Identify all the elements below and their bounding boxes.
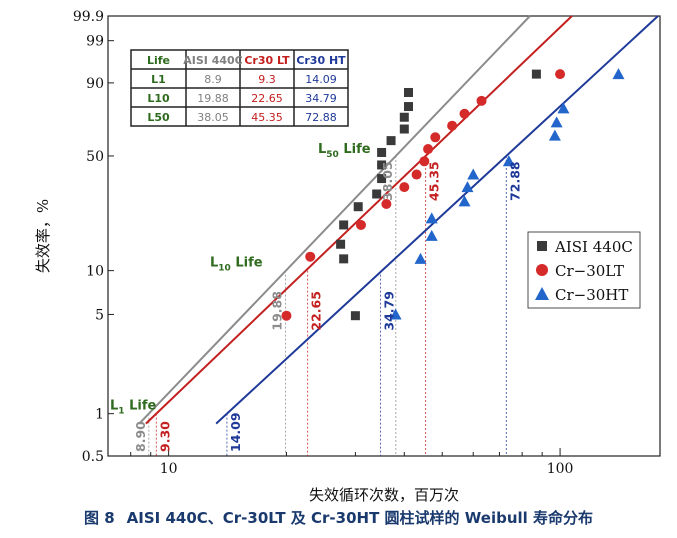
life-label-1: L1 Life xyxy=(110,399,156,417)
data-point-aisi440c xyxy=(399,124,409,134)
data-point-cr30ht xyxy=(389,308,402,320)
data-point-cr30lt xyxy=(555,69,566,80)
life-value-label: 38.05 xyxy=(380,161,395,201)
y-tick-label: 90 xyxy=(86,76,104,92)
data-point-aisi440c xyxy=(377,147,387,157)
y-tick-label: 99.9 xyxy=(73,9,104,25)
legend-label: AISI 440C xyxy=(554,238,633,256)
life-table-cell: 72.88 xyxy=(305,111,337,124)
legend-marker-square xyxy=(537,241,547,251)
life-table-header: AISI 440C xyxy=(183,54,243,67)
data-point-cr30lt xyxy=(399,182,410,193)
life-value-label: 45.35 xyxy=(427,161,442,201)
life-table-cell: 19.88 xyxy=(197,92,229,105)
data-point-aisi440c xyxy=(404,87,414,97)
data-point-cr30lt xyxy=(411,169,422,180)
data-point-aisi440c xyxy=(350,311,360,321)
life-value-label: 19.88 xyxy=(269,291,284,331)
fit-line-0 xyxy=(138,15,531,425)
life-table-header: Life xyxy=(147,54,170,67)
life-table-cell: 14.09 xyxy=(305,73,337,86)
life-table-cell: 45.35 xyxy=(251,111,283,124)
life-table-header: Cr30 LT xyxy=(244,54,290,67)
life-value-label: 9.30 xyxy=(157,421,172,452)
y-tick-label: 5 xyxy=(95,307,104,323)
data-point-aisi440c xyxy=(336,239,346,249)
data-point-cr30ht xyxy=(502,155,515,167)
data-point-aisi440c xyxy=(377,174,387,184)
data-point-cr30ht xyxy=(458,195,471,207)
caption-figure-number: 图 8 xyxy=(83,509,115,527)
data-point-aisi440c xyxy=(372,189,382,199)
legend-marker-triangle xyxy=(535,287,549,300)
life-value-label: 72.88 xyxy=(507,161,522,201)
data-point-aisi440c xyxy=(353,202,363,212)
data-point-cr30lt xyxy=(423,144,434,155)
life-table-row-label: L10 xyxy=(147,92,170,105)
y-tick-label: 50 xyxy=(86,149,104,165)
life-value-label: 34.79 xyxy=(382,291,397,331)
life-value-label: 8.90 xyxy=(133,421,148,452)
x-tick-label: 100 xyxy=(547,461,574,477)
fit-line-2 xyxy=(215,15,659,425)
legend-marker-circle xyxy=(536,264,548,276)
life-value-label: 14.09 xyxy=(228,412,243,452)
data-point-cr30lt xyxy=(459,108,470,119)
life-table-cell: 8.9 xyxy=(204,73,222,86)
life-table-row-label: L1 xyxy=(151,73,166,86)
life-label-10: L10 Life xyxy=(210,256,263,274)
data-point-cr30ht xyxy=(557,102,570,114)
caption-text: AISI 440C、Cr-30LT 及 Cr-30HT 圆柱试样的 Weibul… xyxy=(126,509,594,527)
x-tick-label: 10 xyxy=(160,461,178,477)
data-point-aisi440c xyxy=(399,112,409,122)
y-tick-label: 1 xyxy=(95,407,104,423)
plot-frame xyxy=(107,15,661,457)
data-point-cr30lt xyxy=(281,310,292,321)
data-point-aisi440c xyxy=(404,102,414,112)
data-point-cr30ht xyxy=(414,252,427,264)
data-point-cr30lt xyxy=(419,156,430,167)
data-point-cr30lt xyxy=(381,199,392,210)
life-table-cell: 9.3 xyxy=(258,73,276,86)
data-point-cr30ht xyxy=(467,168,480,180)
data-point-cr30ht xyxy=(550,116,563,128)
data-point-cr30ht xyxy=(461,181,474,193)
weibull-chart: 0.5 1 5 10 50 90 99 99.9 10 100 失效循环次数，百万次 失效率，% 8.9… xyxy=(34,9,661,504)
y-tick-label: 0.5 xyxy=(82,449,104,465)
data-point-cr30ht xyxy=(425,212,438,224)
fit-line-1 xyxy=(145,15,573,425)
figure-caption: 图 8 AISI 440C、Cr-30LT 及 Cr-30HT 圆柱试样的 Wei… xyxy=(0,507,677,528)
data-point-cr30ht xyxy=(548,129,561,141)
data-point-cr30lt xyxy=(430,132,441,143)
legend-label: Cr−30HT xyxy=(555,286,628,304)
y-tick-label: 99 xyxy=(86,34,104,50)
x-axis-label: 失效循环次数，百万次 xyxy=(309,486,459,504)
data-point-aisi440c xyxy=(339,220,349,230)
life-table-cell: 22.65 xyxy=(251,92,283,105)
life-table-cell: 34.79 xyxy=(305,92,337,105)
data-point-cr30ht xyxy=(612,68,625,80)
life-value-label: 22.65 xyxy=(309,291,324,331)
life-label-50: L50 Life xyxy=(318,142,371,160)
data-point-cr30lt xyxy=(476,95,487,106)
legend-label: Cr−30LT xyxy=(555,262,624,280)
data-point-aisi440c xyxy=(386,136,396,146)
data-point-cr30lt xyxy=(447,120,458,131)
data-point-cr30ht xyxy=(425,229,438,241)
life-table-header: Cr30 HT xyxy=(296,54,346,67)
y-axis-label: 失效率，% xyxy=(34,199,52,273)
life-table-row-label: L50 xyxy=(147,111,170,124)
data-point-cr30lt xyxy=(305,251,316,262)
data-point-aisi440c xyxy=(339,254,349,264)
data-point-cr30lt xyxy=(355,219,366,230)
data-point-aisi440c xyxy=(377,160,387,170)
data-point-aisi440c xyxy=(531,69,541,79)
y-tick-label: 10 xyxy=(86,264,104,280)
life-table-cell: 38.05 xyxy=(197,111,229,124)
